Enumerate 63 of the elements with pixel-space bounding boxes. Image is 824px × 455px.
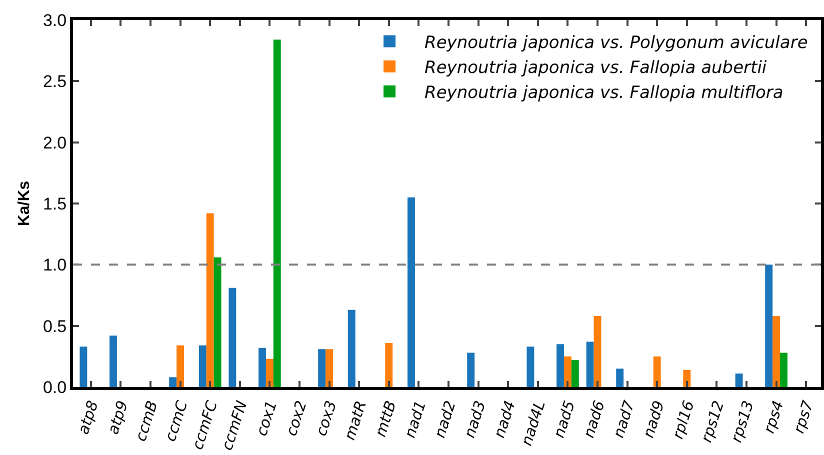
legend-label: Reynoutria japonica vs. Polygonum aviculare	[424, 32, 808, 53]
x-tick-label: mttB	[371, 398, 400, 439]
bar	[385, 342, 393, 387]
bar	[556, 344, 564, 387]
bar	[228, 288, 236, 387]
bar	[326, 349, 334, 387]
bar	[780, 352, 788, 387]
x-tick-label: rps12	[697, 398, 728, 445]
x-tick-label: matR	[340, 398, 370, 442]
x-tick-label: nad1	[400, 398, 430, 440]
bar	[318, 349, 326, 387]
bar	[258, 348, 266, 387]
bar	[206, 213, 214, 387]
bar	[564, 356, 572, 387]
bar	[735, 374, 743, 387]
bar	[169, 377, 177, 387]
y-tick-label: 0.5	[42, 316, 67, 336]
x-tick-label: rpl16	[668, 398, 698, 442]
bar	[467, 352, 475, 387]
x-tick-label: rps4	[760, 398, 788, 436]
bar	[683, 370, 691, 387]
bar	[273, 40, 281, 387]
bar	[214, 257, 222, 387]
bar	[616, 368, 624, 387]
x-tick-label: atp8	[74, 398, 102, 437]
bar	[80, 346, 88, 387]
x-tick-label: cox2	[282, 398, 310, 438]
bar	[110, 336, 117, 387]
bar	[594, 316, 602, 387]
x-tick-label: nad4L	[517, 398, 549, 448]
x-tick-label: nad7	[609, 398, 638, 440]
bar	[526, 346, 534, 387]
x-tick-label: rps7	[790, 398, 818, 436]
y-axis-title: Ka/Ks	[16, 180, 33, 226]
y-tick-label: 1.0	[42, 256, 67, 275]
x-tick-label: ccmB	[132, 398, 162, 444]
legend-label: Reynoutria japonica vs. Fallopia aubertii	[424, 58, 767, 78]
bar	[653, 356, 661, 387]
x-tick-label: nad2	[430, 398, 460, 440]
y-tick-label: 1.5	[42, 194, 67, 214]
y-tick-label: 0.0	[42, 378, 67, 397]
bar	[198, 345, 206, 387]
legend-label: Reynoutria japonica vs. Fallopia multiflora	[424, 83, 784, 104]
x-tick-label: atp9	[104, 398, 132, 437]
x-tick-label: cox3	[312, 398, 340, 438]
bar	[348, 310, 356, 387]
x-tick-label: nad6	[580, 398, 608, 440]
bar	[586, 342, 594, 387]
bar	[571, 360, 579, 387]
bar	[266, 358, 274, 387]
bar	[772, 316, 780, 387]
y-tick-label: 2.0	[42, 133, 67, 152]
x-tick-label: nad3	[460, 398, 490, 440]
x-tick-label: nad9	[639, 398, 668, 440]
bar	[176, 345, 184, 387]
bar	[765, 264, 773, 387]
x-tick-label: cox1	[252, 398, 281, 438]
y-tick-label: 3.0	[42, 10, 67, 30]
x-tick-label: nad5	[550, 398, 579, 440]
x-tick-label: nad4	[490, 398, 520, 440]
y-tick-label: 2.5	[42, 72, 67, 92]
bar	[408, 197, 415, 387]
x-tick-label: rps13	[727, 398, 758, 445]
